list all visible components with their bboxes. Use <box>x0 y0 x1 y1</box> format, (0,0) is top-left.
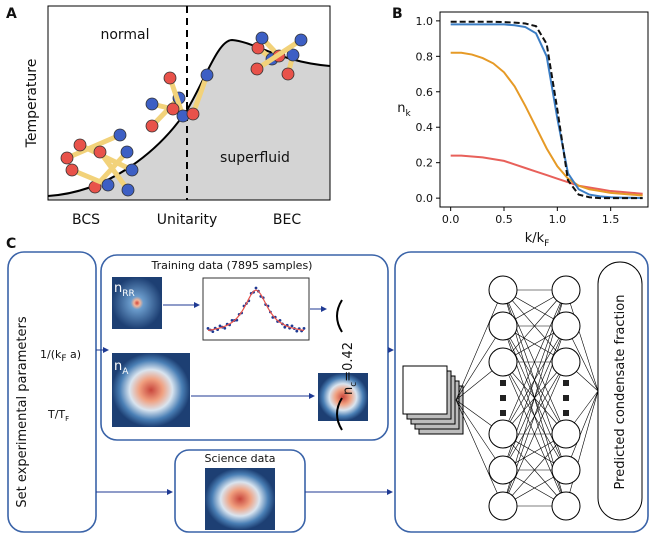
neuron <box>489 276 517 304</box>
x-label: Unitarity <box>157 212 218 228</box>
box-title: Training data (7895 samples) <box>151 259 313 272</box>
profile-point <box>291 325 294 328</box>
ellipsis <box>563 410 569 416</box>
panel-label: B <box>392 6 403 22</box>
neuron <box>489 492 517 520</box>
atom <box>61 152 73 164</box>
series-line <box>451 24 643 198</box>
x-tick-label: 1.0 <box>549 213 567 226</box>
neuron <box>552 420 580 448</box>
atom <box>164 72 176 84</box>
y-tick-label: 0.4 <box>416 121 434 134</box>
x-label: BCS <box>72 212 100 228</box>
profile-point <box>295 330 298 333</box>
profile-point <box>303 327 306 330</box>
atom <box>102 179 114 191</box>
atom <box>122 184 134 196</box>
atom <box>201 69 213 81</box>
neuron <box>552 312 580 340</box>
profile-point <box>211 330 214 333</box>
neuron <box>552 348 580 376</box>
plot-area <box>451 22 643 198</box>
connection <box>566 391 598 506</box>
connection <box>456 290 503 400</box>
panel-label: A <box>6 6 17 22</box>
feature-map <box>403 366 447 414</box>
neuron <box>552 456 580 484</box>
region-label: normal <box>100 27 149 43</box>
atom <box>146 98 158 110</box>
x-tick-label: 0.5 <box>495 213 513 226</box>
ellipsis <box>500 410 506 416</box>
panel-label: C <box>6 236 16 252</box>
atom <box>94 146 106 158</box>
y-tick-label: 0.8 <box>416 50 434 63</box>
connection <box>456 400 503 506</box>
parameter: T/TF <box>47 408 69 423</box>
figure: A normal superfluid Temperature BCS Unit… <box>0 0 652 536</box>
x-label: BEC <box>273 212 301 228</box>
atom <box>295 34 307 46</box>
neuron <box>552 492 580 520</box>
y-tick-label: 0.0 <box>416 192 434 205</box>
neural-network <box>403 276 598 520</box>
neuron <box>489 456 517 484</box>
ellipsis <box>500 395 506 401</box>
atom <box>114 129 126 141</box>
series-line <box>451 22 643 198</box>
parameter: 1/(kF a) <box>40 348 81 364</box>
ellipsis <box>563 380 569 386</box>
y-tick-label: 0.2 <box>416 157 434 170</box>
profile-point <box>255 287 258 290</box>
profile-point <box>219 325 222 328</box>
x-axis-label: k/kF <box>525 231 550 249</box>
y-tick-label: 1.0 <box>416 15 434 28</box>
y-axis-label: nk <box>397 101 411 119</box>
atom <box>187 108 199 120</box>
profile-point <box>207 327 210 330</box>
x-tick-label: 0.0 <box>442 213 460 226</box>
axis-label: Temperature <box>24 59 40 149</box>
connection <box>566 290 598 391</box>
region-label: superfluid <box>220 150 290 166</box>
atom <box>121 146 133 158</box>
series-line <box>451 156 643 194</box>
neuron <box>489 420 517 448</box>
ellipsis <box>563 395 569 401</box>
atom <box>126 164 138 176</box>
atom <box>66 164 78 176</box>
params-title: Set experimental parameters <box>15 316 30 507</box>
ellipsis <box>500 380 506 386</box>
neuron <box>489 312 517 340</box>
paren <box>337 300 342 332</box>
chart: 0.0 0.5 1.0 1.5 0.0 0.2 0.4 0.6 0.8 1.0 <box>416 12 649 226</box>
image <box>112 353 190 427</box>
neuron <box>552 276 580 304</box>
atom <box>282 68 294 80</box>
output-label: Predicted condensate fraction <box>613 295 628 490</box>
x-tick-label: 1.5 <box>602 213 620 226</box>
neuron <box>489 348 517 376</box>
atom <box>167 103 179 115</box>
atom <box>74 139 86 151</box>
atom <box>256 32 268 44</box>
y-tick-label: 0.6 <box>416 86 434 99</box>
atom <box>251 63 263 75</box>
image <box>205 468 275 530</box>
atom <box>146 120 158 132</box>
box-title: Science data <box>205 452 276 465</box>
condensate-label: nc=0.42 <box>341 342 359 395</box>
